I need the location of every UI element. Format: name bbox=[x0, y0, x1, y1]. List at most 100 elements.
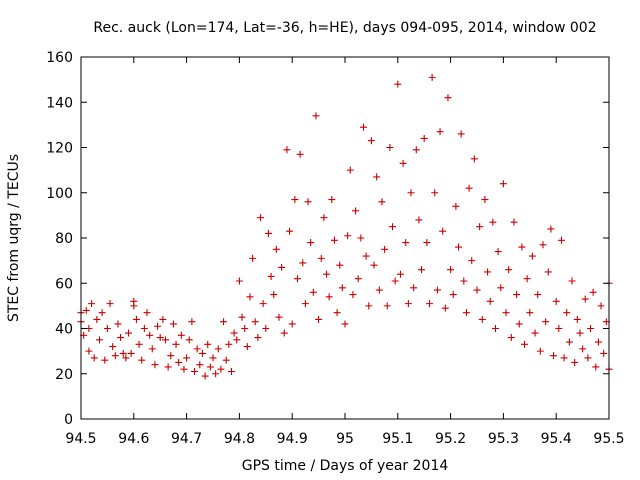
x-tick-label: 94.7 bbox=[171, 431, 202, 447]
data-point-marker bbox=[320, 214, 328, 222]
data-point-marker bbox=[455, 243, 463, 251]
y-tick-label: 40 bbox=[55, 322, 73, 338]
data-point-marker bbox=[494, 248, 502, 256]
data-point-marker bbox=[354, 275, 362, 283]
data-point-marker bbox=[404, 300, 412, 308]
data-point-marker bbox=[507, 334, 515, 342]
data-point-marker bbox=[386, 144, 394, 151]
data-point-marker bbox=[373, 173, 381, 181]
data-point-marker bbox=[262, 325, 270, 332]
data-point-marker bbox=[592, 363, 600, 371]
data-point-marker bbox=[130, 302, 138, 310]
data-point-marker bbox=[470, 155, 478, 163]
data-point-marker bbox=[418, 266, 426, 274]
data-point-marker bbox=[117, 334, 125, 342]
x-axis-label: GPS time / Days of year 2014 bbox=[242, 458, 449, 474]
data-point-marker bbox=[230, 329, 238, 337]
data-point-marker bbox=[259, 300, 267, 308]
data-point-marker bbox=[119, 349, 127, 357]
data-point-marker bbox=[106, 300, 114, 308]
data-point-marker bbox=[407, 189, 415, 197]
data-point-marker bbox=[394, 80, 402, 88]
data-point-marker bbox=[209, 354, 217, 362]
data-point-marker bbox=[439, 227, 447, 235]
data-point-marker bbox=[539, 241, 547, 249]
data-point-marker bbox=[278, 263, 286, 271]
data-point-marker bbox=[573, 315, 581, 323]
data-point-marker bbox=[275, 313, 283, 321]
data-point-marker bbox=[291, 196, 299, 204]
data-point-marker bbox=[206, 363, 214, 371]
data-point-marker bbox=[138, 356, 146, 364]
data-point-marker bbox=[584, 354, 592, 362]
data-point-marker bbox=[431, 189, 439, 197]
chart-title: Rec. auck (Lon=174, Lat=-36, h=HE), days… bbox=[93, 20, 596, 36]
data-point-marker bbox=[478, 315, 486, 323]
data-point-marker bbox=[286, 227, 294, 235]
data-point-marker bbox=[280, 329, 288, 337]
data-point-marker bbox=[293, 275, 301, 283]
data-point-marker bbox=[547, 225, 555, 233]
data-point-marker bbox=[447, 266, 455, 274]
data-point-marker bbox=[505, 266, 513, 274]
x-tick-label: 94.9 bbox=[277, 431, 308, 447]
data-point-marker bbox=[93, 315, 101, 323]
data-point-marker bbox=[95, 336, 103, 344]
data-point-marker bbox=[555, 325, 563, 332]
data-point-marker bbox=[581, 295, 589, 303]
y-tick-label: 20 bbox=[55, 367, 73, 383]
data-point-marker bbox=[542, 318, 550, 326]
data-point-marker bbox=[352, 207, 360, 215]
data-point-marker bbox=[518, 243, 526, 251]
data-point-marker bbox=[270, 291, 278, 299]
data-point-marker bbox=[550, 352, 558, 360]
data-point-marker bbox=[143, 309, 151, 317]
data-point-marker bbox=[365, 302, 373, 310]
data-point-marker bbox=[185, 336, 193, 344]
data-point-marker bbox=[251, 318, 259, 326]
data-point-marker bbox=[557, 236, 565, 244]
data-point-marker bbox=[125, 329, 133, 337]
data-point-marker bbox=[122, 354, 130, 362]
data-point-marker bbox=[486, 297, 494, 305]
y-axis-label: STEC from uqrg / TECUs bbox=[6, 154, 22, 322]
data-point-marker bbox=[325, 293, 333, 301]
data-point-marker bbox=[156, 334, 164, 342]
data-point-marker bbox=[191, 367, 199, 375]
x-tick-label: 94.8 bbox=[224, 431, 255, 447]
data-point-marker bbox=[362, 252, 370, 260]
y-tick-label: 80 bbox=[55, 231, 73, 247]
data-point-marker bbox=[88, 300, 96, 308]
data-point-marker bbox=[109, 343, 117, 351]
x-tick-label: 95.2 bbox=[435, 431, 466, 447]
data-point-marker bbox=[85, 347, 93, 355]
data-point-marker bbox=[441, 304, 449, 312]
data-point-marker bbox=[444, 94, 452, 102]
x-tick-label: 95.1 bbox=[382, 431, 413, 447]
data-point-marker bbox=[420, 134, 428, 142]
data-point-marker bbox=[428, 73, 436, 81]
data-point-marker bbox=[425, 300, 433, 308]
data-point-marker bbox=[220, 318, 228, 326]
data-point-marker bbox=[336, 261, 344, 269]
data-point-marker bbox=[523, 275, 531, 283]
data-point-marker bbox=[132, 315, 140, 323]
data-point-marker bbox=[175, 358, 183, 366]
x-tick-label: 94.6 bbox=[118, 431, 149, 447]
data-point-marker bbox=[357, 234, 365, 242]
data-point-marker bbox=[217, 365, 225, 373]
data-point-marker bbox=[299, 259, 307, 267]
data-point-marker bbox=[433, 286, 441, 294]
data-point-marker bbox=[188, 318, 196, 326]
data-point-marker bbox=[349, 291, 357, 299]
data-point-marker bbox=[449, 291, 457, 299]
data-point-marker bbox=[476, 223, 484, 231]
x-tick-label: 95.3 bbox=[488, 431, 519, 447]
data-point-marker bbox=[465, 184, 473, 192]
data-point-marker bbox=[415, 216, 423, 224]
data-point-marker bbox=[169, 320, 177, 328]
data-point-marker bbox=[436, 128, 444, 136]
data-point-marker bbox=[233, 336, 241, 344]
plot-frame bbox=[80, 56, 610, 420]
